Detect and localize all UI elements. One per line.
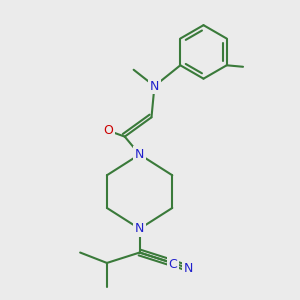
Text: N: N bbox=[150, 80, 159, 93]
Text: N: N bbox=[184, 262, 193, 275]
Text: N: N bbox=[135, 148, 144, 161]
Text: N: N bbox=[135, 222, 144, 235]
Text: O: O bbox=[103, 124, 113, 137]
Text: C: C bbox=[169, 258, 177, 271]
